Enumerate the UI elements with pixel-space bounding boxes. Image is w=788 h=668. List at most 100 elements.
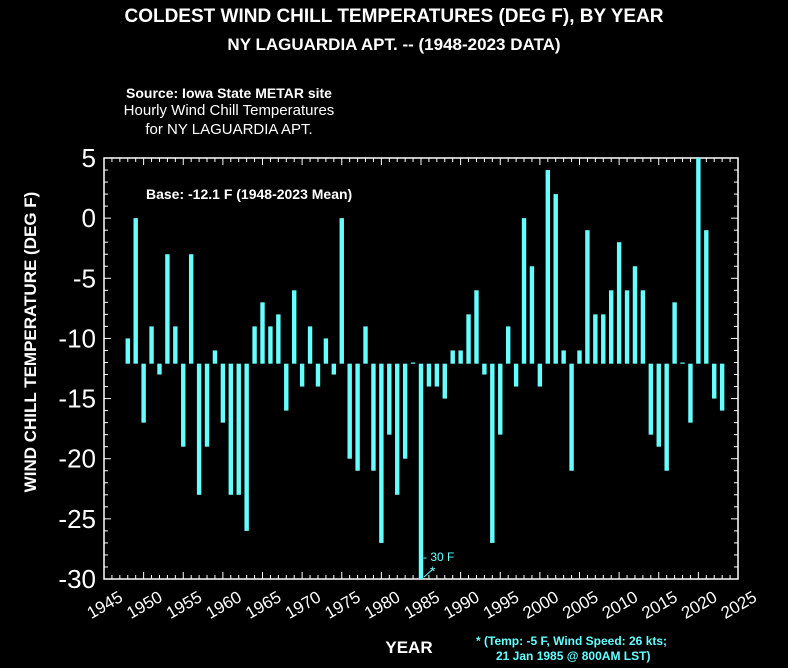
bar-1975 [339,218,344,364]
y-tick-label: -10 [58,323,96,353]
bar-1953 [165,254,170,364]
bar-1989 [450,350,455,364]
bar-1984 [410,362,416,364]
bar-1950 [141,363,146,423]
bar-2011 [624,290,630,364]
bar-1959 [212,350,218,364]
x-tick-label: 1980 [361,587,403,622]
bar-2010 [616,242,622,364]
bar-1986 [426,363,432,387]
chart-title: COLDEST WIND CHILL TEMPERATURES (DEG F),… [124,6,664,27]
bar-2022 [712,363,717,399]
bar-1983 [402,363,408,459]
y-tick-label: 5 [82,143,96,173]
bar-1998 [521,218,527,364]
bar-1962 [236,363,241,495]
bar-2016 [664,363,669,471]
bar-1996 [505,326,511,364]
bar-1957 [196,363,202,495]
x-tick-label: 1960 [203,587,245,622]
bar-1960 [220,363,226,423]
bar-2019 [688,363,693,423]
bar-2001 [545,170,550,364]
x-tick-label: 1950 [123,587,165,622]
bar-2002 [553,194,558,364]
bar-1980 [379,363,384,543]
bar-1949 [133,218,138,364]
bar-1966 [268,326,273,364]
bar-1977 [355,363,360,471]
x-tick-labels: 1945195019551960196519701975198019851990… [84,587,760,622]
bar-2000 [537,363,543,387]
y-tick-label: -20 [58,444,96,474]
bar-1997 [513,363,519,387]
chart-subtitle: NY LAGUARDIA APT. -- (1948-2023 DATA) [227,35,561,54]
bar-2018 [680,362,685,364]
base-label: Base: -12.1 F (1948-2023 Mean) [146,186,353,202]
x-tick-label: 1975 [321,587,363,622]
y-tick-label: -25 [58,504,96,534]
annotation-arrow [423,568,434,578]
bar-1968 [284,363,289,411]
bar-2007 [593,314,598,364]
bar-1990 [458,350,463,364]
x-tick-label: 2015 [638,587,680,622]
bar-1967 [276,314,281,364]
x-tick-label: 2005 [559,587,601,622]
annotation-mark: * [430,563,436,579]
bar-1999 [529,266,535,364]
bar-1965 [260,302,265,364]
bar-1970 [299,363,305,387]
bar-2013 [640,290,646,364]
bar-1992 [474,290,479,364]
bar-2005 [577,350,582,364]
bar-1985 [418,363,424,579]
bar-1982 [395,363,400,495]
x-axis-label: YEAR [385,638,432,657]
source-line-1: Source: Iowa State METAR site [126,85,332,101]
bar-2017 [672,302,677,364]
bar-1987 [434,363,440,387]
bar-1981 [387,363,392,435]
bar-2014 [648,363,654,435]
x-tick-label: 1985 [401,587,443,622]
y-tick-label: -15 [58,384,96,414]
bar-1993 [482,363,487,375]
bar-1994 [490,363,495,543]
bar-2015 [656,363,661,447]
y-tick-label: -5 [73,263,96,293]
bar-2008 [601,314,606,364]
bar-1995 [498,363,503,435]
annotation-value: - 30 F [423,550,454,564]
bar-1955 [181,363,186,447]
bars-group [125,158,725,579]
x-tick-label: 2000 [520,587,562,622]
x-tick-label: 2010 [599,587,641,622]
bar-1954 [173,326,178,364]
x-tick-label: 2020 [678,587,720,622]
bar-2023 [719,363,725,411]
bar-2012 [632,266,638,364]
bar-1952 [157,363,162,375]
bar-2020 [696,158,701,364]
x-tick-label: 1995 [480,587,522,622]
bar-1969 [292,290,297,364]
bar-1956 [188,254,194,364]
source-line-3: for NY LAGUARDIA APT. [145,121,313,138]
bar-1978 [363,326,368,364]
axis-ticks [103,157,739,580]
y-axis-label: WIND CHILL TEMPERATURE (DEG F) [21,192,40,493]
source-line-2: Hourly Wind Chill Temperatures [123,102,335,119]
bar-2009 [609,290,614,364]
bar-2003 [561,350,566,364]
bar-1974 [331,363,337,375]
bar-1973 [323,338,329,364]
bar-1991 [466,314,471,364]
y-tick-label: 0 [82,203,96,233]
bar-1951 [149,326,154,364]
x-tick-label: 1965 [242,587,284,622]
footnote-line-2: 21 Jan 1985 @ 800AM LST) [496,649,651,663]
x-tick-label: 1970 [282,587,324,622]
footnote-line-1: * (Temp: -5 F, Wind Speed: 26 kts; [476,634,668,648]
